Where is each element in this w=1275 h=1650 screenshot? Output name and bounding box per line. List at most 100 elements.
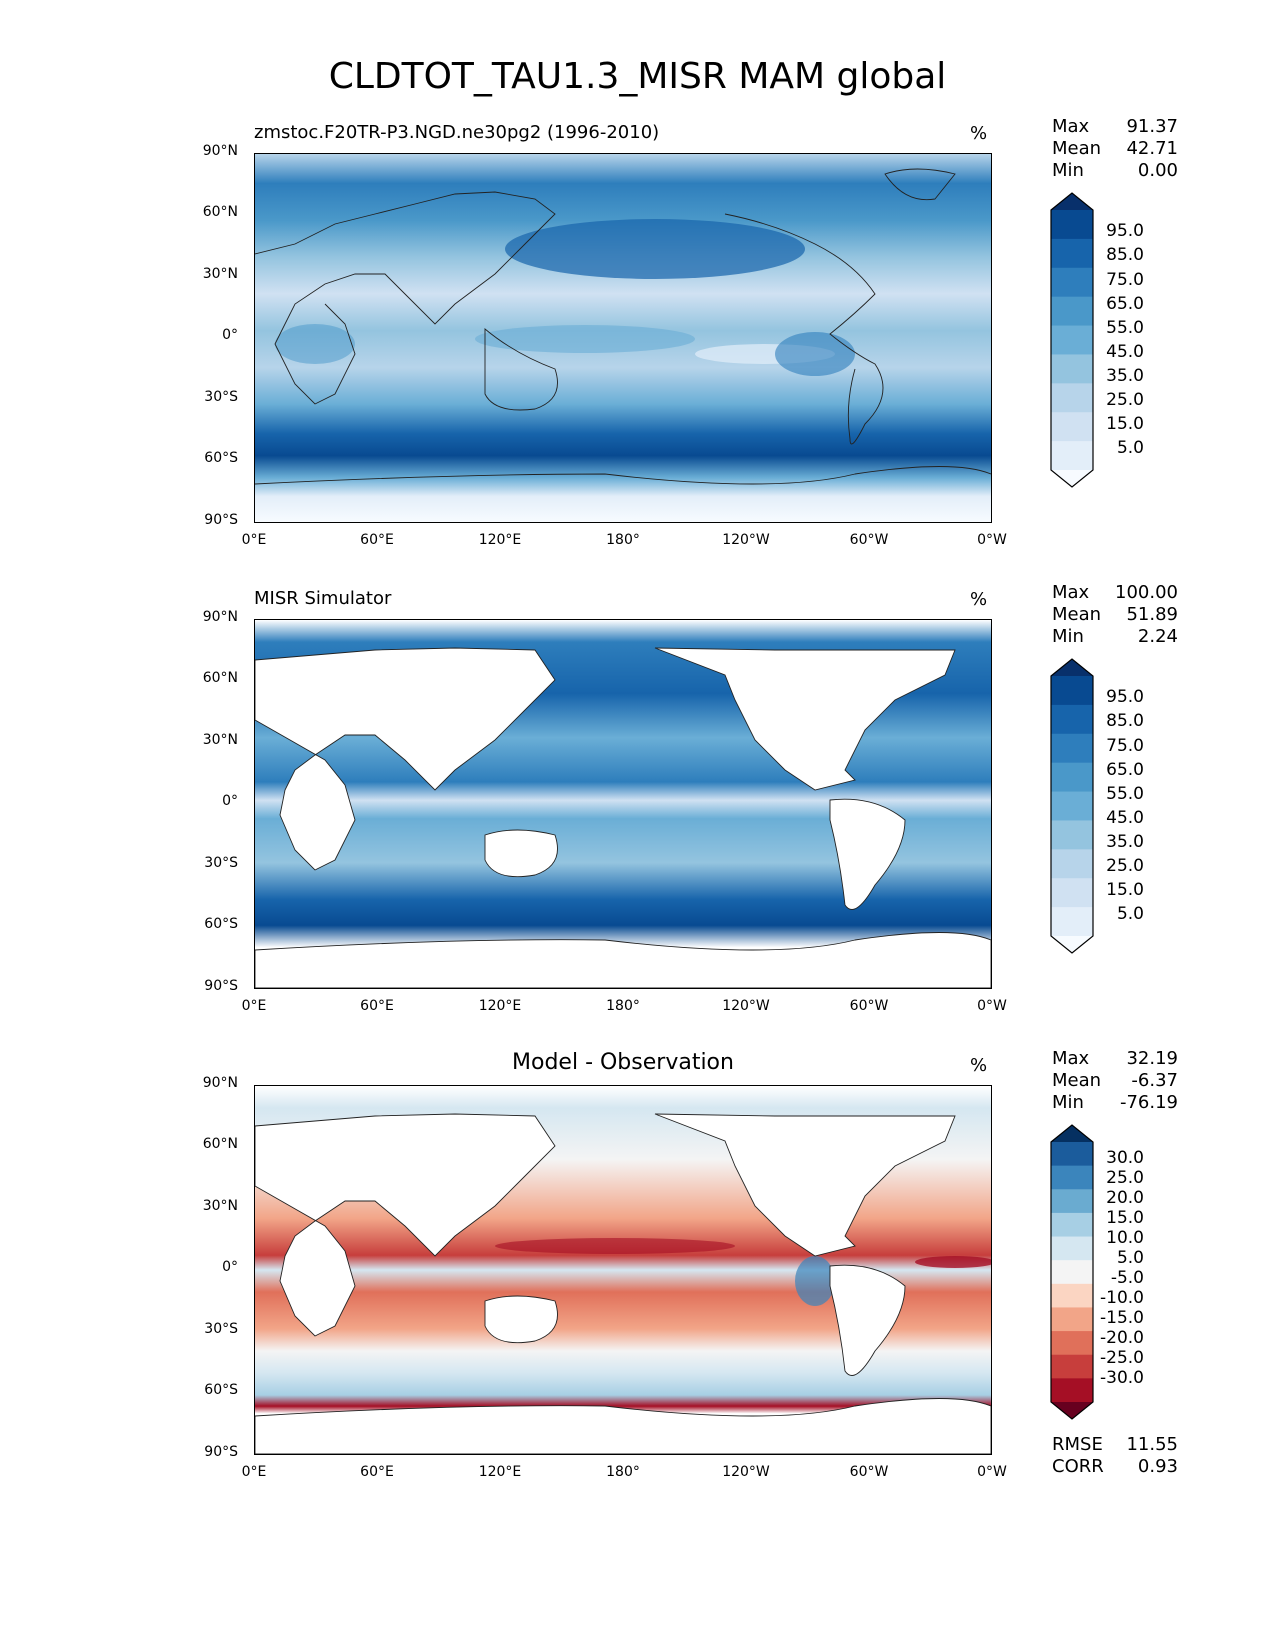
colorbar-tick: 95.0 (1106, 687, 1144, 707)
lon-tick: 180° (606, 532, 640, 548)
stat-min-label: Min (1052, 1092, 1084, 1113)
lat-tick: 60°S (204, 1382, 238, 1398)
colorbar-tick: 85.0 (1106, 245, 1144, 265)
lat-tick: 30°N (202, 266, 238, 282)
panel-model: zmstoc.F20TR-P3.NGD.ne30pg2 (1996-2010) … (0, 0, 1275, 548)
stat-mean-label: Mean (1052, 1070, 1102, 1091)
stat-mean-label: Mean (1052, 138, 1102, 159)
lat-tick: 60°N (202, 204, 238, 220)
map-field-observation (255, 620, 991, 988)
panel-observation: MISR Simulator % (0, 466, 1275, 1014)
lat-tick: 0° (222, 1259, 238, 1275)
stat-min-value: 2.24 (1137, 626, 1178, 647)
lon-tick: 120°E (478, 998, 522, 1014)
colorbar-tick: -5.0 (1110, 1268, 1144, 1288)
colorbar-tick: 75.0 (1106, 270, 1144, 290)
lat-tick: 60°S (204, 916, 238, 932)
lat-tick: 0° (222, 327, 238, 343)
colorbar-band (1051, 659, 1093, 676)
stat-min-label: Min (1052, 626, 1084, 647)
lat-tick: 60°N (202, 670, 238, 686)
colorbar-band (1051, 762, 1093, 793)
stat-max-value: 100.00 (1115, 582, 1178, 603)
lat-tick: 90°N (202, 143, 238, 159)
panel-title: MISR Simulator (254, 588, 392, 609)
lat-tick: 60°N (202, 1136, 238, 1152)
lon-tick: 180° (606, 998, 640, 1014)
colorbar-tick: 5.0 (1116, 438, 1144, 458)
colorbar-band (1051, 1165, 1093, 1190)
lon-tick: 60°W (849, 1464, 889, 1480)
stat-mean-value: 42.71 (1126, 138, 1178, 159)
colorbar-tick: 25.0 (1106, 390, 1144, 410)
colorbar-tick: 65.0 (1106, 294, 1144, 314)
colorbar-band (1051, 907, 1093, 937)
stat-max-value: 91.37 (1126, 116, 1178, 137)
lon-tick: 120°W (722, 532, 770, 548)
colorbar-tick: 45.0 (1106, 808, 1144, 828)
colorbar-band (1051, 820, 1093, 850)
colorbar-band (1051, 1354, 1093, 1379)
colorbar-band (1051, 412, 1093, 442)
colorbar-band (1051, 1260, 1093, 1285)
colorbar-band (1051, 1142, 1093, 1167)
lat-tick: 30°N (202, 732, 238, 748)
colorbar-band (1051, 267, 1093, 298)
stat-max-label: Max (1052, 116, 1090, 137)
figure-title: CLDTOT_TAU1.3_MISR MAM global (328, 56, 947, 97)
lat-tick: 0° (222, 793, 238, 809)
colorbar (1050, 1124, 1094, 1420)
map-plot-difference (254, 1085, 992, 1455)
colorbar-band (1051, 1125, 1093, 1142)
colorbar-tick: 35.0 (1106, 832, 1144, 852)
colorbar-tick: 95.0 (1106, 221, 1144, 241)
units-label: % (970, 123, 988, 144)
colorbar-tick: 5.0 (1116, 904, 1144, 924)
colorbar-tick: 5.0 (1116, 1248, 1144, 1268)
lon-tick: 60°E (360, 1464, 394, 1480)
lon-tick: 0°E (241, 1464, 267, 1480)
colorbar-band (1051, 383, 1093, 413)
colorbar-band (1051, 676, 1093, 706)
lon-tick: 120°E (478, 532, 522, 548)
colorbar-band (1051, 325, 1093, 355)
stat-max-label: Max (1052, 1048, 1090, 1069)
map-plot-observation (254, 619, 992, 989)
colorbar-tick: 85.0 (1106, 711, 1144, 731)
colorbar (1050, 658, 1094, 954)
colorbar-band (1051, 1212, 1093, 1238)
units-label: % (970, 1055, 988, 1076)
stat-max-label: Max (1052, 582, 1090, 603)
panel-title: zmstoc.F20TR-P3.NGD.ne30pg2 (1996-2010) (254, 122, 660, 143)
lat-tick: 30°S (204, 1321, 238, 1337)
lat-tick: 90°S (204, 512, 238, 528)
lon-tick: 0°E (241, 532, 267, 548)
colorbar-tick: 55.0 (1106, 318, 1144, 338)
colorbar-band (1051, 704, 1093, 735)
panel-difference: Model - Observation % (0, 932, 1275, 1480)
lon-tick: 60°E (360, 998, 394, 1014)
stat-min-label: Min (1052, 160, 1084, 181)
colorbar-band (1051, 733, 1093, 764)
lat-tick: 90°S (204, 978, 238, 994)
stat-mean-label: Mean (1052, 604, 1102, 625)
stat-corr-value: 0.93 (1137, 1456, 1178, 1477)
lat-tick: 30°S (204, 389, 238, 405)
colorbar-tick: -25.0 (1100, 1348, 1144, 1368)
lon-tick: 120°W (722, 1464, 770, 1480)
colorbar-band (1051, 238, 1093, 269)
colorbar-band (1051, 470, 1093, 487)
colorbar-band (1051, 878, 1093, 908)
colorbar-band (1051, 1402, 1093, 1419)
colorbar-band (1051, 849, 1093, 879)
stat-min-value: 0.00 (1137, 160, 1178, 181)
colorbar-band (1051, 1283, 1093, 1308)
colorbar-band (1051, 1378, 1093, 1403)
lon-tick: 0°E (241, 998, 267, 1014)
colorbar-band (1051, 791, 1093, 821)
stat-rmse-value: 11.55 (1126, 1434, 1178, 1455)
map-field-difference (255, 1086, 991, 1454)
colorbar-band (1051, 1189, 1093, 1214)
lon-tick: 120°W (722, 998, 770, 1014)
colorbar-tick: 15.0 (1106, 414, 1144, 434)
